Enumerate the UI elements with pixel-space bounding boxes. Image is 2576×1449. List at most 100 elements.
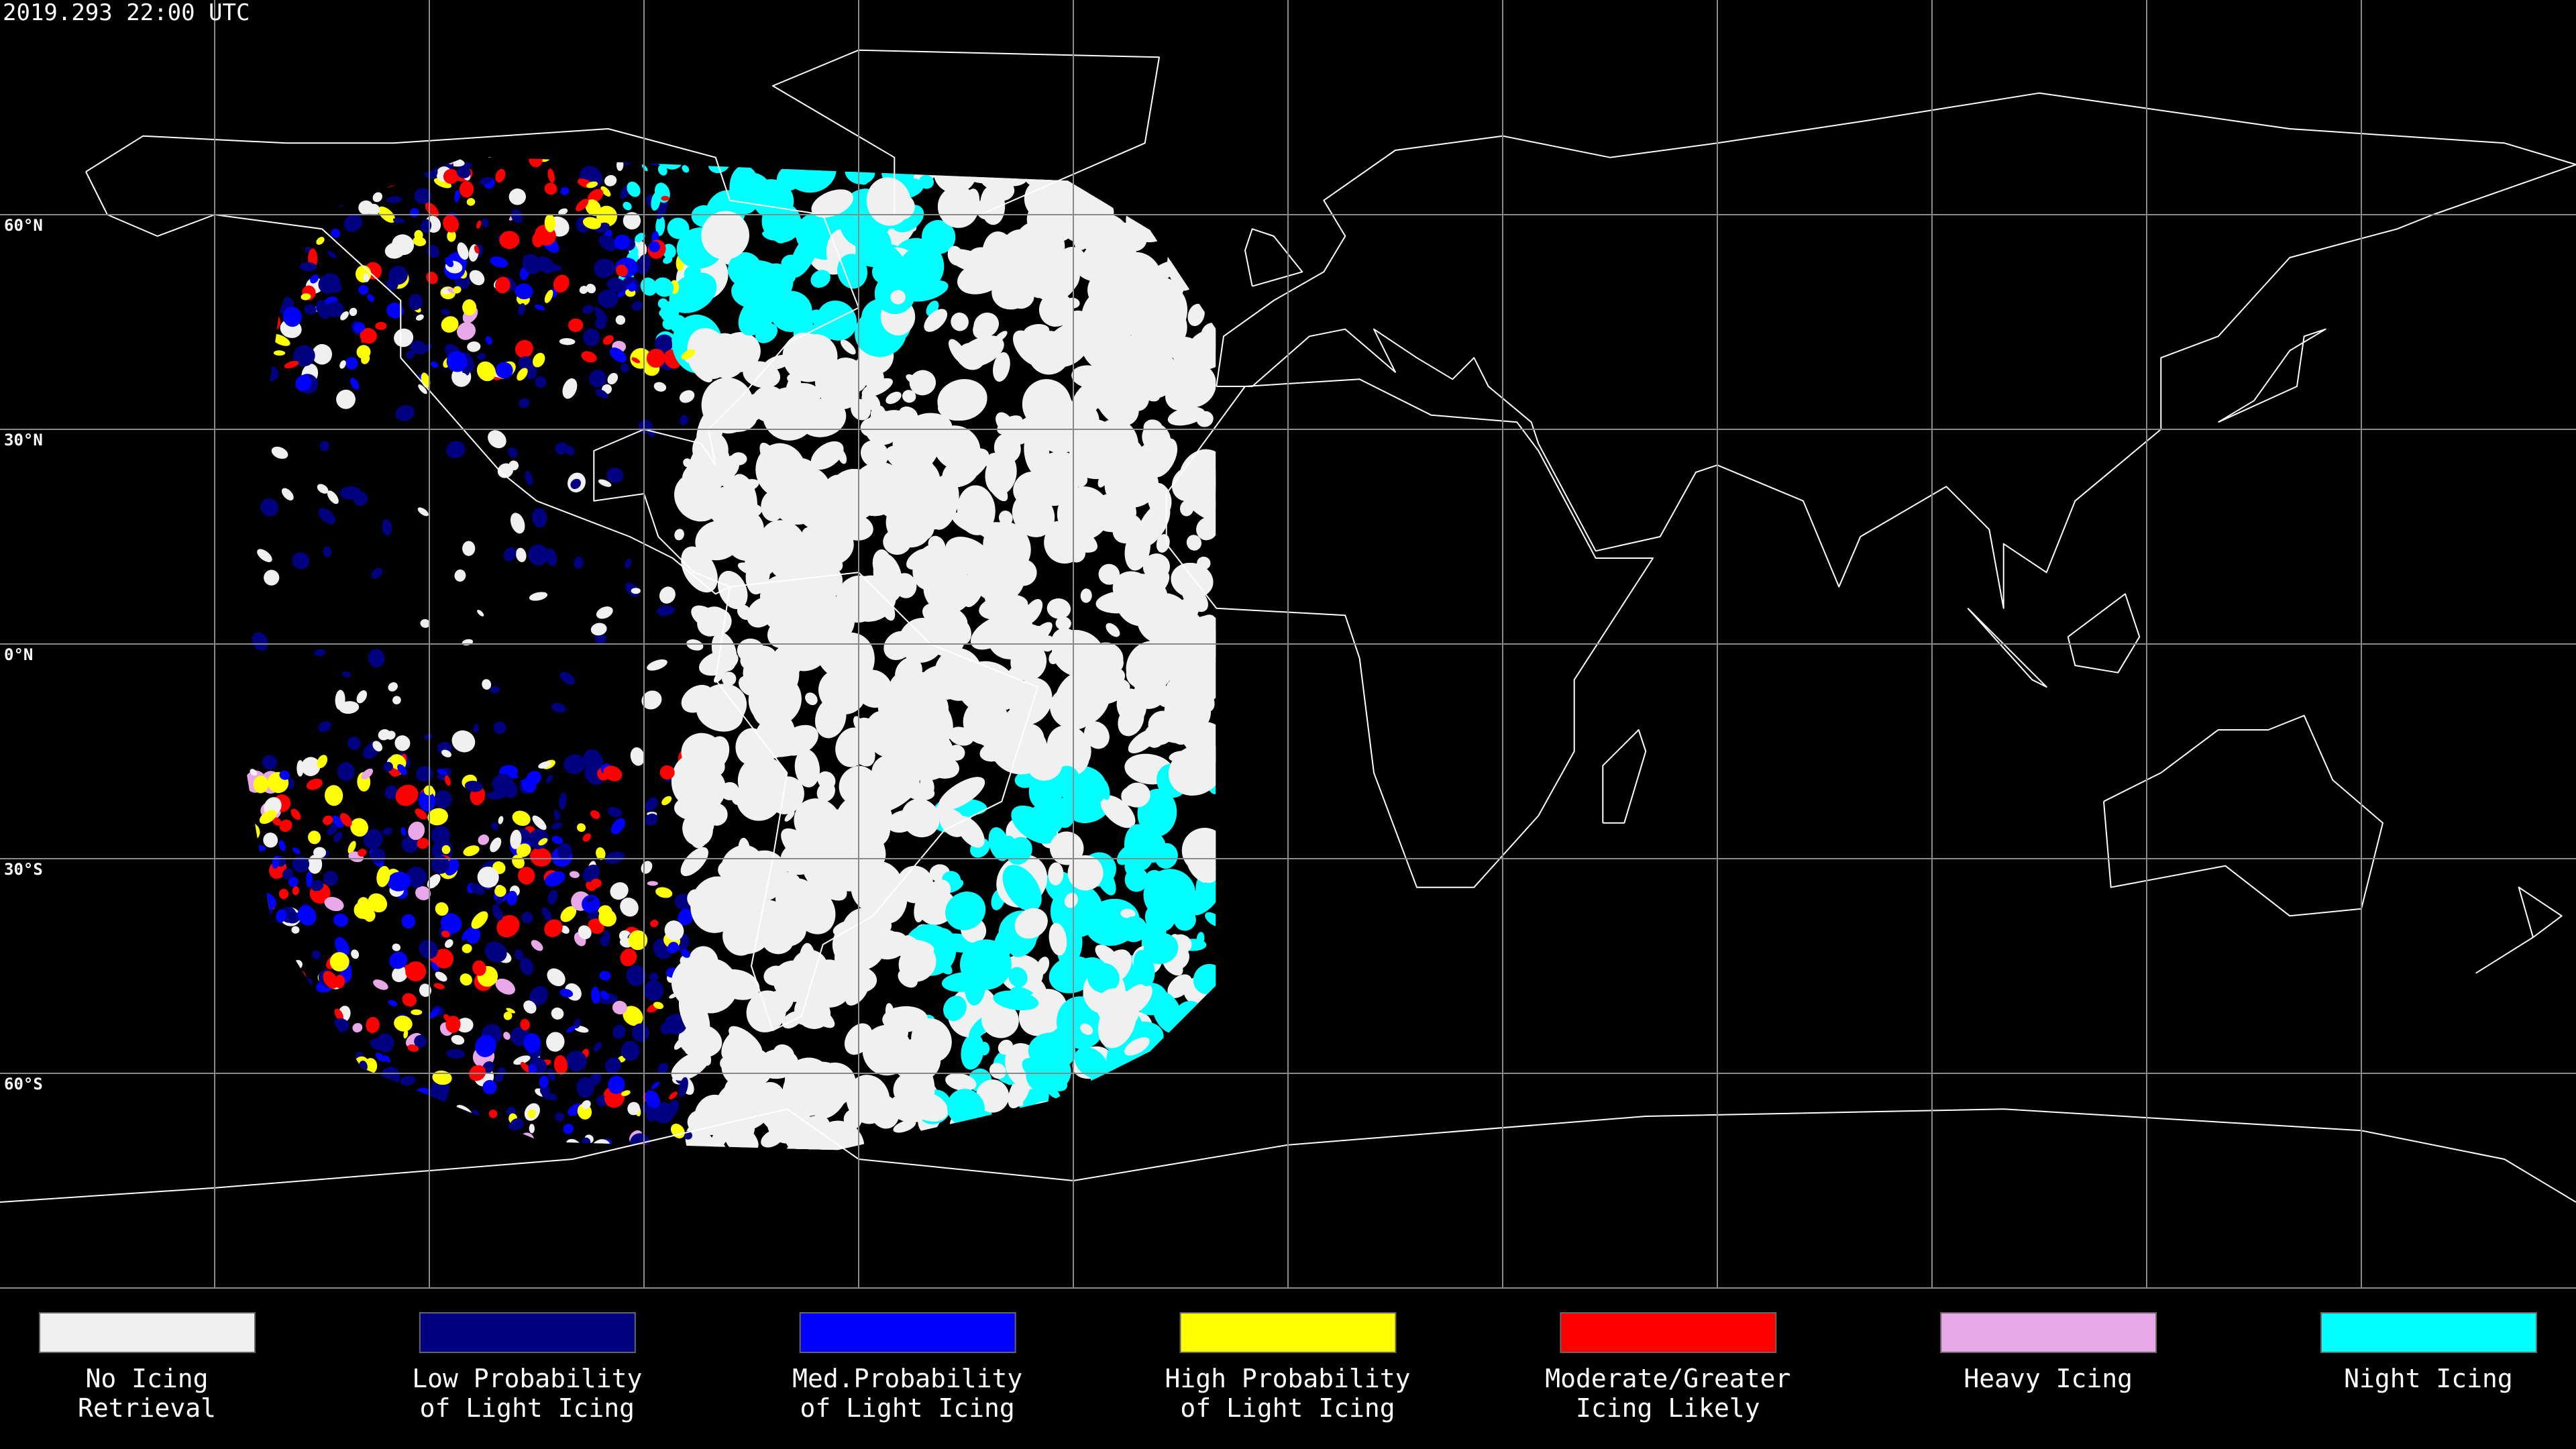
cloud-pixel: [456, 322, 476, 340]
cloud-pixel: [604, 1057, 621, 1074]
cloud-pixel: [340, 311, 349, 321]
cloud-pixel: [551, 1007, 564, 1020]
cloud-pixel: [682, 165, 690, 173]
cloud-pixel: [416, 314, 424, 321]
cloud-pixel: [389, 951, 408, 969]
cloud-pixel: [479, 176, 492, 185]
cloud-pixel: [306, 871, 313, 888]
cloud-pixel: [885, 391, 902, 405]
cloud-pixel: [1111, 425, 1132, 448]
legend-swatch: [2320, 1312, 2537, 1353]
cloud-pixel: [598, 289, 619, 309]
cloud-pixel: [600, 186, 611, 197]
cloud-pixel: [623, 1006, 643, 1026]
cloud-pixel: [529, 985, 548, 1006]
cloud-pixel: [278, 840, 286, 851]
cloud-pixel: [434, 790, 452, 808]
legend-label: Med.Probability: [792, 1364, 1022, 1393]
cloud-pixel: [1159, 900, 1179, 918]
legend-label: of Light Icing: [800, 1393, 1015, 1423]
legend-swatch: [39, 1312, 256, 1353]
cloud-pixel: [1148, 887, 1163, 902]
latitude-label: 30°S: [4, 860, 43, 879]
cloud-pixel: [593, 1042, 602, 1052]
cloud-pixel: [297, 760, 304, 777]
cloud-pixel: [611, 818, 625, 835]
cloud-pixel: [714, 386, 737, 419]
cloud-pixel: [496, 914, 520, 938]
cloud-pixel: [366, 1016, 380, 1033]
cloud-pixel: [529, 1124, 535, 1134]
cloud-pixel: [525, 470, 533, 486]
cloud-pixel: [650, 919, 659, 928]
legend-label: Icing Likely: [1576, 1393, 1760, 1423]
cloud-pixel: [418, 384, 427, 394]
cloud-pixel: [490, 686, 500, 694]
cloud-pixel: [317, 484, 329, 494]
cloud-pixel: [641, 690, 662, 710]
cloud-pixel: [596, 205, 617, 227]
cloud-pixel: [924, 309, 948, 332]
cloud-pixel: [538, 761, 551, 769]
cloud-pixel: [386, 731, 396, 740]
cloud-pixel: [581, 351, 597, 363]
cloud-pixel: [630, 347, 651, 369]
cloud-pixel: [655, 215, 665, 236]
cloud-pixel: [529, 592, 548, 601]
legend-label: High Probability: [1165, 1364, 1410, 1393]
timestamp: 2019.293 22:00 UTC: [3, 0, 250, 26]
cloud-pixel: [802, 861, 847, 901]
cloud-pixel: [388, 1000, 398, 1007]
cloud-pixel: [643, 980, 664, 1001]
cloud-pixel: [333, 913, 349, 927]
legend-label: Low Probability: [412, 1364, 642, 1393]
cloud-pixel: [372, 741, 383, 752]
latitude-label: 60°N: [4, 216, 43, 235]
cloud-pixel: [343, 214, 362, 232]
cloud-pixel: [727, 252, 762, 287]
cloud-pixel: [906, 280, 949, 302]
cloud-pixel: [761, 1129, 784, 1148]
cloud-pixel: [395, 405, 415, 421]
cloud-pixel: [308, 830, 321, 845]
legend-swatch: [1560, 1312, 1777, 1353]
cloud-pixel: [957, 335, 1004, 368]
cloud-pixel: [787, 373, 801, 383]
cloud-pixel: [635, 233, 645, 243]
cloud-pixel: [433, 949, 454, 969]
cloud-pixel: [520, 1062, 530, 1073]
cloud-pixel: [405, 961, 427, 981]
cloud-pixel: [335, 936, 350, 957]
cloud-pixel: [649, 972, 659, 981]
cloud-pixel: [451, 730, 476, 753]
cloud-pixel: [1049, 956, 1095, 994]
cloud-pixel: [1062, 455, 1080, 482]
cloud-pixel: [441, 316, 459, 333]
cloud-pixel: [564, 754, 586, 774]
cloud-pixel: [649, 241, 661, 253]
cloud-pixel: [503, 1011, 513, 1020]
cloud-pixel: [586, 284, 596, 294]
cloud-pixel: [590, 878, 602, 888]
cloud-pixel: [400, 1075, 416, 1086]
cloud-pixel: [586, 181, 598, 189]
cloud-pixel: [517, 368, 528, 381]
cloud-pixel: [612, 1024, 626, 1039]
cloud-pixel: [373, 979, 388, 990]
cloud-pixel: [257, 549, 272, 562]
cloud-pixel: [553, 274, 570, 293]
cloud-pixel: [531, 940, 543, 951]
cloud-pixel: [738, 837, 751, 864]
cloud-pixel: [472, 724, 479, 733]
cloud-pixel: [510, 513, 525, 534]
cloud-pixel: [490, 256, 508, 268]
cloud-pixel: [392, 234, 415, 256]
cloud-pixel: [454, 190, 460, 203]
cloud-pixel: [928, 555, 966, 600]
cloud-pixel: [603, 765, 623, 782]
cloud-pixel: [454, 569, 466, 582]
cloud-pixel: [290, 808, 301, 820]
cloud-pixel: [386, 303, 404, 319]
cloud-pixel: [532, 508, 547, 528]
cloud-pixel: [488, 430, 506, 449]
